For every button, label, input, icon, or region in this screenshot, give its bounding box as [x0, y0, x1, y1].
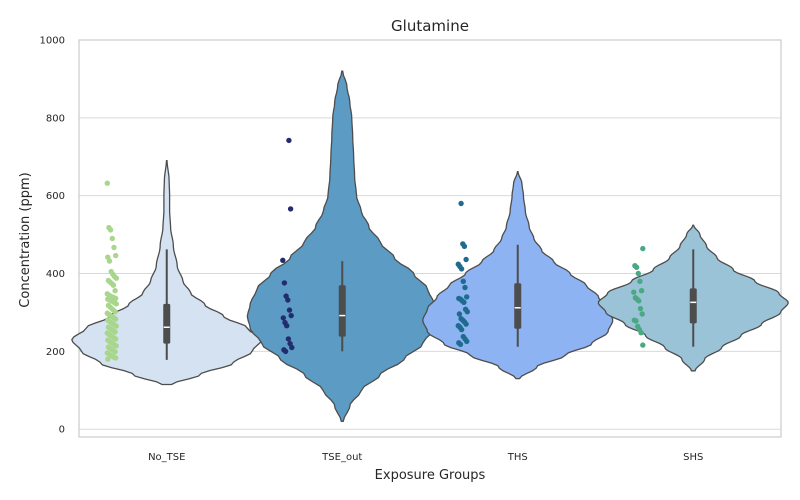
data-point — [106, 258, 113, 264]
data-point — [464, 294, 470, 300]
iqr-box — [514, 283, 522, 329]
y-tick-label: 200 — [46, 347, 65, 358]
data-point — [113, 301, 120, 307]
data-point — [633, 318, 639, 324]
data-point — [287, 206, 294, 212]
data-point — [285, 336, 292, 342]
data-point — [289, 344, 295, 351]
plot-frame — [78, 39, 782, 438]
x-tick-label: TSE_out — [321, 452, 362, 463]
data-point — [633, 264, 640, 270]
x-tick-label: SHS — [683, 452, 703, 463]
y-axis-label: Concentration (ppm) — [18, 172, 33, 307]
x-axis-ticks: No_TSE TSE_out THS SHS — [148, 452, 703, 463]
iqr-box — [163, 303, 171, 344]
x-tick-label: THS — [507, 452, 528, 463]
data-point — [461, 243, 468, 249]
iqr-box — [689, 288, 697, 324]
data-point — [113, 275, 120, 281]
data-point — [463, 321, 469, 327]
data-point — [280, 257, 286, 263]
data-point — [281, 280, 288, 286]
data-point — [636, 298, 642, 304]
data-point — [110, 282, 117, 288]
data-point — [638, 288, 645, 294]
data-point — [105, 356, 111, 362]
data-point — [285, 297, 291, 303]
data-point — [463, 256, 469, 263]
violins — [71, 70, 789, 423]
data-point — [458, 326, 465, 333]
data-point — [637, 278, 643, 284]
data-point — [109, 235, 116, 242]
y-axis-ticks: 0 200 400 600 800 1000 — [40, 36, 65, 436]
data-point — [112, 349, 118, 355]
data-point — [111, 244, 117, 251]
data-point — [113, 323, 120, 329]
data-point — [458, 200, 464, 207]
violin-TSE_out — [246, 70, 438, 423]
data-point — [104, 180, 111, 186]
data-point — [461, 299, 467, 305]
x-axis-label: Exposure Groups — [375, 468, 486, 483]
data-point — [464, 338, 470, 344]
data-point — [460, 278, 466, 284]
data-point — [107, 227, 114, 233]
data-point — [112, 309, 118, 315]
data-point — [286, 137, 292, 144]
y-tick-label: 400 — [46, 269, 65, 280]
data-point — [286, 307, 293, 313]
data-point — [280, 315, 286, 321]
data-point — [640, 342, 646, 348]
y-tick-label: 0 — [59, 425, 65, 436]
chart-title: Glutamine — [391, 17, 469, 35]
data-point — [282, 348, 289, 355]
data-point — [113, 355, 119, 361]
data-point — [288, 312, 294, 319]
data-point — [113, 343, 120, 349]
y-tick-label: 800 — [46, 113, 65, 124]
data-point — [462, 284, 468, 291]
strip-points — [104, 137, 646, 362]
iqr-box — [338, 285, 346, 337]
data-point — [112, 329, 118, 335]
data-point — [457, 341, 464, 348]
y-tick-label: 1000 — [40, 36, 65, 47]
data-point — [464, 309, 470, 315]
data-point — [637, 305, 644, 312]
x-tick-label: No_TSE — [148, 452, 185, 463]
data-point — [631, 289, 637, 295]
y-tick-label: 600 — [46, 191, 65, 202]
data-point — [638, 330, 644, 336]
data-point — [113, 316, 119, 322]
data-point — [635, 270, 641, 277]
data-point — [458, 266, 465, 272]
data-point — [113, 252, 119, 259]
data-point — [113, 336, 119, 342]
data-point — [456, 311, 463, 317]
data-point — [640, 245, 646, 252]
data-point — [112, 288, 118, 294]
data-point — [284, 323, 290, 329]
data-point — [639, 311, 645, 317]
